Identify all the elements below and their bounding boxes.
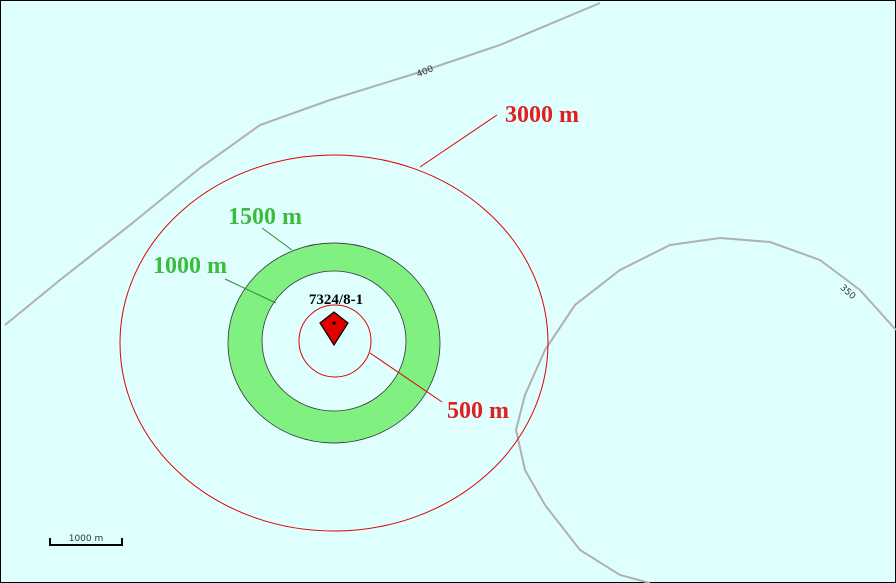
ring-3000 [119, 154, 549, 532]
scale-bar [49, 538, 123, 546]
ring-label: 1000 m [153, 253, 227, 279]
leader-line [419, 114, 498, 168]
well-point [332, 321, 336, 325]
scale-label: 1000 m [69, 534, 104, 544]
well-label: 7324/8-1 [309, 292, 363, 308]
leader-line [224, 278, 277, 304]
ring-label: 3000 m [505, 102, 579, 128]
well-marker [319, 311, 349, 347]
ring-label: 1500 m [228, 204, 302, 230]
contour-line [514, 236, 896, 583]
contour-line [4, 2, 601, 326]
ring-1000-1500 [227, 242, 441, 444]
ring-500 [298, 304, 372, 378]
leader-line [369, 352, 443, 403]
leader-line [261, 227, 293, 251]
ring-label: 500 m [447, 398, 509, 424]
